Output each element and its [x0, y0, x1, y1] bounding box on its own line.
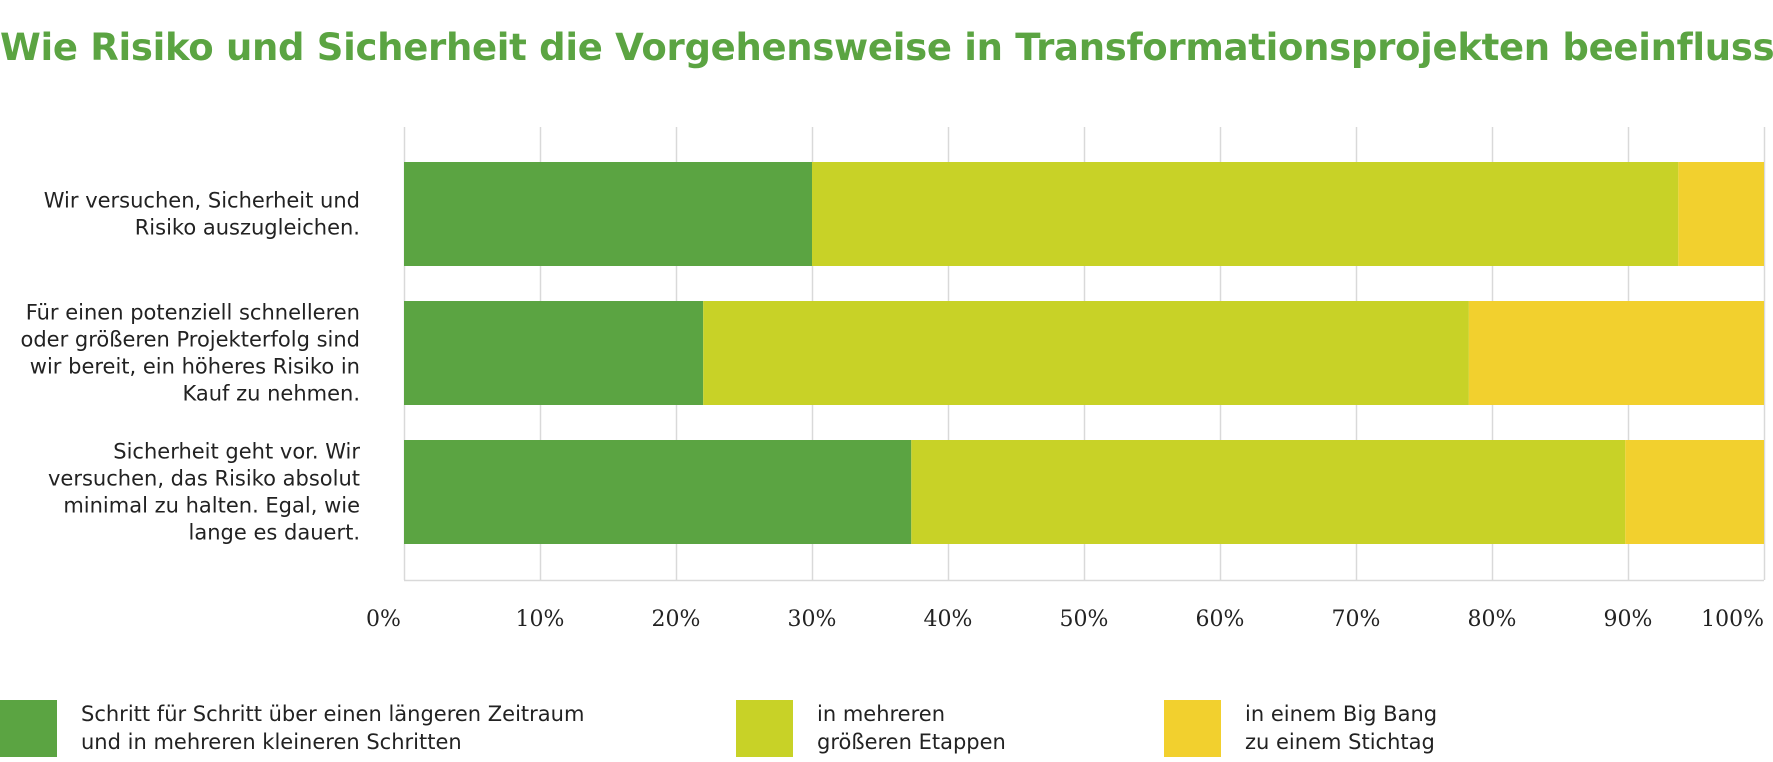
bar-cat2-series2	[703, 301, 1469, 405]
x-tick-label-5: 50%	[1060, 607, 1109, 632]
legend-swatch-series3	[1164, 700, 1221, 757]
x-tick-label-4: 40%	[924, 607, 973, 632]
legend-label-series3-line2: zu einem Stichtag	[1245, 730, 1435, 754]
bar-cat2-series3	[1468, 301, 1764, 405]
bar-cat1-series2	[812, 162, 1679, 266]
category-label-2: Für einen potenziell schnelleren oder grö…	[21, 301, 361, 406]
category-label-2-line-4: Kauf zu nehmen.	[182, 382, 360, 406]
legend-swatch-series2	[736, 700, 793, 757]
legend-label-series1: Schritt für Schritt über einen längeren …	[81, 700, 584, 756]
legend: Schritt für Schritt über einen längeren …	[0, 700, 1773, 760]
legend-label-series2: in mehreren größeren Etappen	[817, 700, 1006, 756]
category-label-3-line-1: Sicherheit geht vor. Wir	[113, 440, 360, 464]
bar-cat2-series1	[404, 301, 704, 405]
category-label-3-line-3: minimal zu halten. Egal, wie	[63, 494, 360, 518]
x-tick-label-6: 60%	[1196, 607, 1245, 632]
x-tick-label-8: 80%	[1468, 607, 1517, 632]
legend-swatch-series1	[0, 700, 57, 757]
x-tick-label-7: 70%	[1332, 607, 1381, 632]
category-label-2-line-3: wir bereit, ein höheres Risiko in	[30, 355, 360, 379]
legend-item-series2: in mehreren größeren Etappen	[736, 700, 1006, 757]
legend-label-series1-line2: und in mehreren kleineren Schritten	[81, 730, 462, 754]
category-label-2-line-1: Für einen potenziell schnelleren	[26, 301, 360, 325]
category-label-1: Wir versuchen, Sicherheit und Risiko ausz…	[44, 189, 360, 240]
legend-label-series1-line1: Schritt für Schritt über einen längeren …	[81, 702, 585, 726]
category-label-1-line-2: Risiko auszugleichen.	[135, 216, 360, 240]
x-tick-label-0: 0%	[366, 607, 401, 632]
chart-title: Wie Risiko und Sicherheit die Vorgehensw…	[0, 26, 1773, 69]
category-label-3-line-4: lange es dauert.	[189, 521, 360, 545]
bar-cat1-series1	[404, 162, 812, 266]
legend-item-series1: Schritt für Schritt über einen längeren …	[0, 700, 584, 757]
legend-label-series2-line1: in mehreren	[817, 702, 945, 726]
x-tick-label-9: 90%	[1604, 607, 1653, 632]
x-tick-label-10: 100%	[1701, 607, 1764, 632]
legend-label-series3-line1: in einem Big Bang	[1245, 702, 1438, 726]
x-tick-label-1: 10%	[516, 607, 565, 632]
legend-item-series3: in einem Big Bang zu einem Stichtag	[1164, 700, 1437, 757]
legend-label-series2-line2: größeren Etappen	[817, 730, 1006, 754]
category-label-3: Sicherheit geht vor. Wir versuchen, das R…	[48, 440, 360, 545]
legend-label-series3: in einem Big Bang zu einem Stichtag	[1245, 700, 1437, 756]
x-tick-label-2: 20%	[652, 607, 701, 632]
category-label-2-line-2: oder größeren Projekterfolg sind	[21, 328, 361, 352]
category-label-1-line-1: Wir versuchen, Sicherheit und	[44, 189, 360, 213]
bar-cat3-series3	[1625, 440, 1764, 544]
category-label-3-line-2: versuchen, das Risiko absolut	[48, 467, 360, 491]
stacked-bar-chart: Wir versuchen, Sicherheit und Risiko ausz…	[21, 127, 1766, 632]
bar-cat3-series2	[911, 440, 1626, 544]
bar-cat3-series1	[404, 440, 912, 544]
bar-cat1-series3	[1678, 162, 1764, 266]
x-tick-label-3: 30%	[788, 607, 837, 632]
